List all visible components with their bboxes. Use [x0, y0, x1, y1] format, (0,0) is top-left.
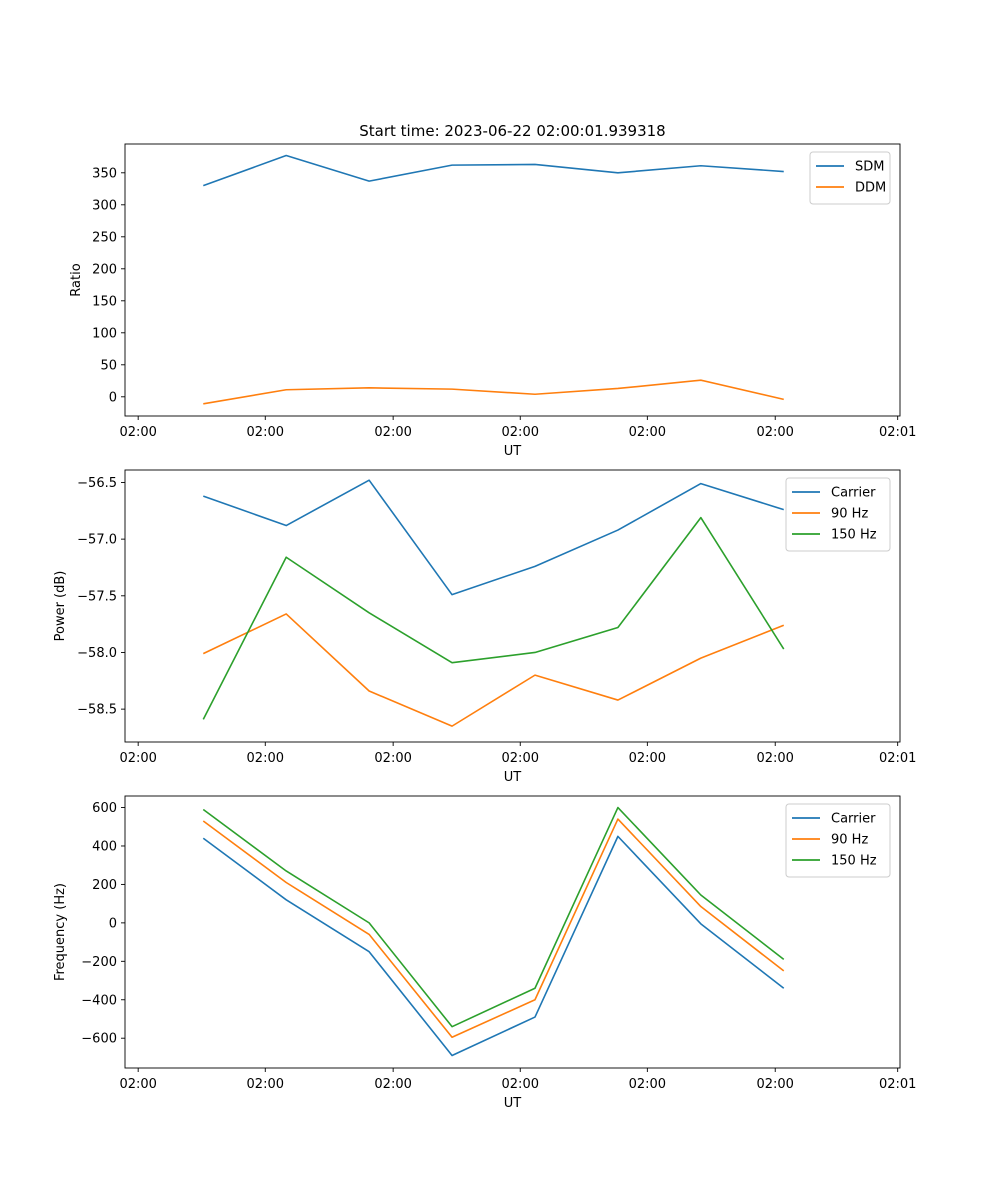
x-tick-label: 02:00 [629, 1077, 666, 1092]
x-tick-label: 02:00 [119, 425, 156, 440]
legend-label: 150 Hz [831, 854, 877, 869]
y-tick-label: −57.5 [77, 589, 117, 604]
x-tick-label: 02:00 [756, 425, 793, 440]
x-tick-label: 02:00 [374, 751, 411, 766]
legend-label: 90 Hz [831, 507, 868, 522]
legend: Carrier 90 Hz 150 Hz [785, 803, 891, 878]
y-tick-label: 100 [92, 326, 117, 341]
x-axis-label: UT [504, 444, 522, 459]
y-tick-label: 0 [109, 390, 117, 405]
chart-3: 02:00 02:00 02:00 02:00 02:00 02:00 02:01 −600 −… [53, 795, 916, 1111]
x-axis-label: UT [504, 1096, 522, 1111]
chart-2: 02:00 02:00 02:00 02:00 02:00 02:00 02:01 −58.5… [53, 469, 916, 785]
legend-label: Carrier [831, 486, 876, 501]
x-tick-label: 02:00 [374, 425, 411, 440]
y-tick-label: −58.0 [77, 646, 117, 661]
legend: Carrier 90 Hz 150 Hz [785, 477, 891, 552]
x-tick-label: 02:00 [247, 1077, 284, 1092]
y-axis-label: Frequency (Hz) [53, 883, 68, 981]
legend-label: SDM [855, 160, 884, 175]
x-tick-label: 02:00 [502, 751, 539, 766]
y-axis-label: Power (dB) [53, 571, 68, 642]
series-line-sdm [203, 154, 784, 187]
y-tick-label: 200 [92, 262, 117, 277]
x-tick-label: 02:00 [629, 425, 666, 440]
legend-label: DDM [855, 181, 886, 196]
x-tick-label: 02:01 [879, 751, 916, 766]
y-tick-label: 600 [92, 801, 117, 816]
y-tick-label: 400 [92, 839, 117, 854]
x-tick-label: 02:00 [629, 751, 666, 766]
legend-box [785, 803, 891, 878]
x-tick-label: 02:00 [247, 425, 284, 440]
series-line-carrier [202, 835, 785, 1057]
y-tick-label: −57.0 [77, 533, 117, 548]
legend-box [785, 477, 891, 552]
y-tick-label: 350 [92, 166, 117, 181]
x-tick-label: 02:00 [502, 1077, 539, 1092]
y-axis-label: Ratio [69, 263, 84, 296]
x-tick-label: 02:00 [247, 751, 284, 766]
x-tick-label: 02:00 [502, 425, 539, 440]
y-tick-label: 300 [92, 198, 117, 213]
y-tick-label: 50 [100, 358, 117, 373]
y-tick-label: −58.5 [77, 703, 117, 718]
axes-frame [124, 143, 901, 417]
y-tick-label: 250 [92, 230, 117, 245]
y-tick-label: −400 [81, 993, 117, 1008]
chart-1: 02:00 02:00 02:00 02:00 02:00 02:00 02:01 0 50 10… [69, 122, 916, 459]
series-line-150-hz [202, 806, 785, 1028]
series-line-carrier [203, 479, 784, 596]
legend-box [809, 151, 891, 205]
x-tick-label: 02:00 [756, 751, 793, 766]
y-tick-label: −56.5 [77, 476, 117, 491]
y-tick-label: 150 [92, 294, 117, 309]
y-tick-label: −200 [81, 955, 117, 970]
x-axis-label: UT [504, 770, 522, 785]
y-tick-label: 200 [92, 878, 117, 893]
axes-frame [124, 795, 901, 1069]
x-tick-label: 02:00 [374, 1077, 411, 1092]
chart-title: Start time: 2023-06-22 02:00:01.939318 [359, 122, 665, 140]
axes-frame [124, 469, 901, 743]
legend-label: Carrier [831, 812, 876, 827]
series-line-90-hz [202, 818, 785, 1039]
y-tick-label: 0 [109, 916, 117, 931]
x-tick-label: 02:00 [119, 751, 156, 766]
series-line-90-hz [202, 613, 785, 727]
legend-label: 90 Hz [831, 833, 868, 848]
legend: SDM DDM [809, 151, 891, 205]
y-tick-label: −600 [81, 1032, 117, 1047]
series-line-150-hz [202, 516, 785, 720]
series-line-ddm [203, 379, 784, 405]
legend-label: 150 Hz [831, 528, 877, 543]
x-tick-label: 02:01 [879, 1077, 916, 1092]
x-tick-label: 02:00 [119, 1077, 156, 1092]
x-tick-label: 02:01 [879, 425, 916, 440]
x-tick-label: 02:00 [756, 1077, 793, 1092]
